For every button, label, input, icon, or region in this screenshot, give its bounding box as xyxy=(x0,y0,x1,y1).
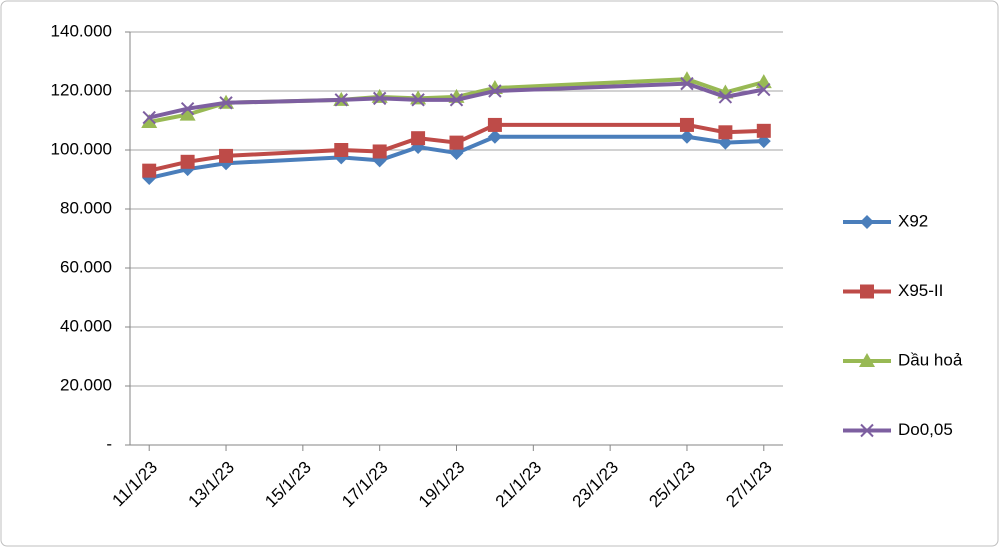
y-tick-label: 60.000 xyxy=(60,257,112,276)
legend-marker xyxy=(859,353,875,367)
y-tick-label: - xyxy=(106,434,112,453)
marker xyxy=(757,82,771,97)
y-tick-label: 140.000 xyxy=(51,21,112,40)
marker xyxy=(219,148,234,163)
marker xyxy=(678,71,695,86)
marker xyxy=(334,93,348,107)
marker xyxy=(141,113,158,128)
marker xyxy=(219,96,233,110)
marker xyxy=(142,163,157,178)
marker xyxy=(180,101,195,116)
marker xyxy=(680,76,694,91)
marker xyxy=(718,125,733,140)
marker xyxy=(179,106,196,121)
marker xyxy=(334,143,349,157)
marker xyxy=(679,129,694,144)
marker xyxy=(372,144,387,159)
legend-marker xyxy=(860,284,874,299)
legend-marker xyxy=(860,215,874,229)
marker xyxy=(449,93,464,107)
y-tick-label: 20.000 xyxy=(60,375,112,394)
legend-label: Do0,05 xyxy=(898,420,953,439)
marker xyxy=(679,117,694,132)
legend-label: X92 xyxy=(898,211,928,230)
marker xyxy=(180,154,195,169)
marker xyxy=(411,93,425,107)
y-tick-label: 40.000 xyxy=(60,316,112,335)
marker xyxy=(142,110,156,125)
legend-label: Dầu hoả xyxy=(898,350,963,369)
marker xyxy=(372,91,387,106)
marker xyxy=(449,135,464,150)
marker xyxy=(411,131,426,146)
y-tick-label: 100.000 xyxy=(51,139,112,158)
y-tick-label: 80.000 xyxy=(60,198,112,217)
y-tick-label: 120.000 xyxy=(51,80,112,99)
legend-label: X95-II xyxy=(898,281,943,300)
marker xyxy=(488,84,502,98)
marker xyxy=(756,123,771,138)
marker xyxy=(487,117,502,132)
marker xyxy=(487,129,502,144)
marker xyxy=(718,90,733,104)
legend-marker xyxy=(860,423,874,438)
